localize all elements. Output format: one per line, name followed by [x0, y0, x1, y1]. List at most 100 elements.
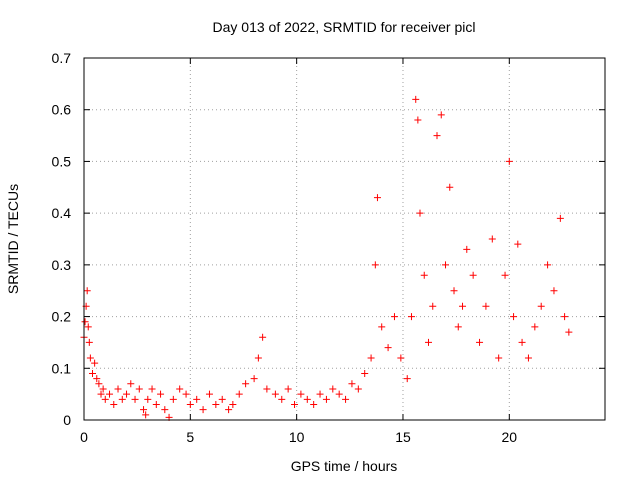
axis-ticks — [83, 57, 605, 421]
data-point — [131, 395, 139, 403]
data-point — [263, 385, 271, 393]
data-point — [469, 271, 477, 279]
x-tick-label: 5 — [186, 429, 194, 445]
data-point — [118, 395, 126, 403]
data-point — [199, 406, 207, 414]
data-point — [205, 390, 213, 398]
data-point — [407, 313, 415, 321]
data-point — [259, 333, 267, 341]
data-point — [437, 111, 445, 119]
data-point — [86, 354, 94, 362]
data-point — [89, 369, 97, 377]
data-point — [316, 390, 324, 398]
data-point — [459, 302, 467, 310]
data-point — [531, 323, 539, 331]
data-point — [446, 183, 454, 191]
data-point — [212, 400, 220, 408]
data-point — [95, 380, 103, 388]
data-point — [495, 354, 503, 362]
data-point — [371, 261, 379, 269]
data-point — [176, 385, 184, 393]
data-point — [561, 313, 569, 321]
data-point — [229, 400, 237, 408]
data-point — [397, 354, 405, 362]
y-tick-label: 0 — [63, 412, 71, 428]
data-point — [556, 214, 564, 222]
x-tick-label: 10 — [289, 429, 305, 445]
y-tick-label: 0.2 — [52, 309, 72, 325]
data-point — [225, 406, 233, 414]
data-point — [148, 385, 156, 393]
data-point — [114, 385, 122, 393]
data-point — [250, 375, 258, 383]
data-point — [99, 385, 107, 393]
data-point — [182, 390, 190, 398]
data-point — [193, 395, 201, 403]
data-point — [482, 302, 490, 310]
data-point — [335, 390, 343, 398]
data-point — [390, 313, 398, 321]
data-point — [242, 380, 250, 388]
data-point — [424, 338, 432, 346]
data-point — [416, 209, 424, 217]
data-point — [501, 271, 509, 279]
data-point — [123, 390, 131, 398]
data-point — [142, 411, 150, 419]
data-point — [152, 400, 160, 408]
data-series — [80, 95, 573, 421]
data-point — [186, 400, 194, 408]
y-tick-label: 0.3 — [52, 257, 72, 273]
data-point — [348, 380, 356, 388]
data-point — [97, 390, 105, 398]
x-tick-label: 0 — [80, 429, 88, 445]
data-point — [83, 287, 91, 295]
data-point — [135, 385, 143, 393]
data-point — [278, 395, 286, 403]
data-point — [291, 400, 299, 408]
data-point — [254, 354, 262, 362]
y-axis-label: SRMTID / TECUs — [5, 184, 21, 294]
data-point — [218, 395, 226, 403]
data-point — [550, 287, 558, 295]
data-point — [488, 235, 496, 243]
data-point — [565, 328, 573, 336]
data-point — [420, 271, 428, 279]
data-point — [429, 302, 437, 310]
data-point — [297, 390, 305, 398]
data-point — [454, 323, 462, 331]
data-point — [106, 390, 114, 398]
data-point — [140, 406, 148, 414]
x-axis-label: GPS time / hours — [291, 458, 398, 474]
data-point — [361, 369, 369, 377]
data-point — [271, 390, 279, 398]
data-point — [157, 390, 165, 398]
data-point — [310, 400, 318, 408]
data-point — [161, 406, 169, 414]
data-point — [433, 132, 441, 140]
data-point — [169, 395, 177, 403]
data-point — [518, 338, 526, 346]
data-point — [476, 338, 484, 346]
data-point — [101, 395, 109, 403]
data-point — [403, 375, 411, 383]
data-point — [442, 261, 450, 269]
plot-frame — [83, 57, 606, 421]
data-point — [524, 354, 532, 362]
data-point — [367, 354, 375, 362]
data-point — [93, 375, 101, 383]
data-point — [303, 395, 311, 403]
data-point — [505, 157, 513, 165]
data-point — [329, 385, 337, 393]
data-point — [235, 390, 243, 398]
grid — [84, 58, 605, 420]
data-point — [384, 344, 392, 352]
data-point — [322, 395, 330, 403]
data-point — [510, 313, 518, 321]
x-tick-label: 20 — [502, 429, 518, 445]
tick-labels: 0 5 10 15 20 0 0.1 0.2 0.3 0.4 0.5 0.6 0.7 — [52, 50, 518, 445]
data-point — [91, 359, 99, 367]
data-point — [127, 380, 135, 388]
data-point — [463, 245, 471, 253]
data-point — [378, 323, 386, 331]
